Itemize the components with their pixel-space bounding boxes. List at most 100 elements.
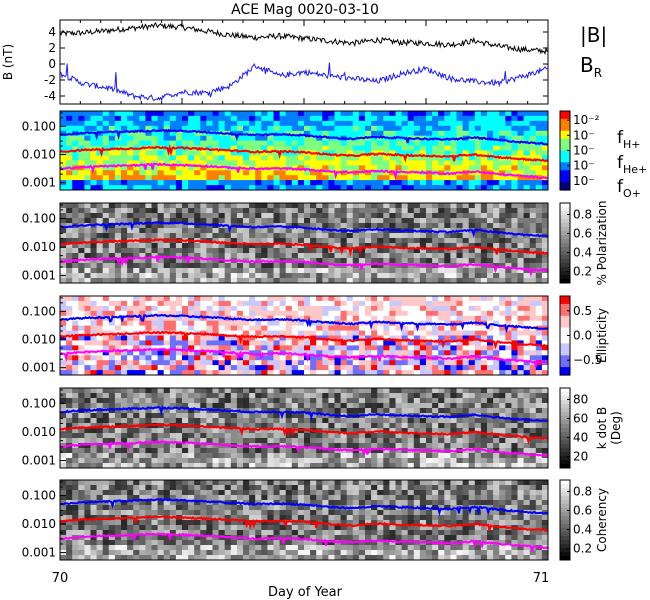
spectrogram-cell — [102, 360, 110, 366]
spectrogram-cell — [340, 398, 348, 404]
spectrogram-cell — [72, 428, 79, 434]
spectrogram-cell — [279, 268, 287, 274]
spectrogram-cell — [426, 135, 433, 141]
spectrogram-cell — [438, 185, 445, 191]
spectrogram-cell — [316, 315, 323, 322]
spectrogram-cell — [304, 238, 311, 244]
spectrogram-cell — [365, 218, 372, 224]
spectrogram-cell — [206, 325, 213, 331]
spectrogram-cell — [218, 388, 226, 394]
spectrogram-cell — [419, 233, 427, 239]
spectrogram-cell — [322, 115, 329, 122]
spectrogram-cell — [224, 310, 232, 317]
spectrogram-cell — [78, 278, 85, 284]
spectrogram-cell — [487, 145, 494, 151]
spectrogram-cell — [517, 300, 524, 307]
spectrogram-cell — [133, 115, 140, 122]
spectrogram-cell — [419, 155, 427, 161]
spectrogram-cell — [188, 203, 195, 209]
spectrogram-cell — [444, 310, 451, 317]
spectrogram-cell — [60, 155, 67, 161]
spectrogram-cell — [468, 208, 476, 214]
spectrogram-cell — [419, 345, 427, 351]
spectrogram-cell — [310, 170, 317, 176]
spectrogram-cell — [474, 175, 482, 181]
spectrogram-cell — [511, 315, 518, 322]
spectrogram-cell — [358, 335, 366, 341]
spectrogram-cell — [450, 111, 457, 117]
spectrogram-cell — [438, 145, 445, 151]
spectrogram-cell — [365, 263, 372, 269]
spectrogram-cell — [194, 325, 201, 331]
spectrogram-cell — [224, 335, 232, 341]
spectrogram-cell — [523, 355, 531, 361]
spectrogram-cell — [273, 120, 280, 127]
spectrogram-cell — [90, 115, 97, 122]
spectrogram-cell — [230, 418, 238, 424]
spectrogram-cell — [66, 296, 73, 302]
spectrogram-cell — [346, 438, 354, 444]
spectrogram-cell — [212, 208, 219, 214]
spectrogram-cell — [322, 253, 329, 259]
spectrogram-cell — [316, 403, 323, 409]
spectrogram-cell — [419, 340, 427, 346]
spectrogram-cell — [121, 120, 128, 127]
spectrogram-cell — [541, 111, 549, 117]
spectrogram-cell — [133, 213, 140, 219]
spectrogram-cell — [499, 165, 506, 171]
spectrogram-cell — [297, 238, 305, 244]
spectrogram-cell — [285, 360, 293, 366]
spectrogram-cell — [450, 433, 457, 439]
spectrogram-cell — [139, 360, 146, 366]
spectrogram-cell — [206, 335, 213, 341]
colorbar-segment — [560, 363, 570, 368]
spectrogram-cell — [432, 165, 439, 171]
spectrogram-cell — [505, 413, 512, 419]
colorbar-segment — [560, 235, 570, 240]
spectrogram-cell — [450, 208, 457, 214]
spectrogram-cell — [487, 111, 494, 117]
spectrogram-cell — [78, 175, 85, 181]
spectrogram-cell — [78, 140, 85, 146]
spectrogram-cell — [444, 115, 451, 122]
spectrogram-cell — [322, 300, 329, 307]
spectrogram-cell — [517, 403, 524, 409]
spectrogram-cell — [407, 223, 415, 229]
spectrogram-cell — [352, 340, 360, 346]
spectrogram-cell — [96, 360, 104, 366]
spectrogram-cell — [182, 175, 189, 181]
spectrogram-cell — [310, 350, 317, 356]
spectrogram-cell — [84, 365, 91, 371]
spectrogram-cell — [114, 175, 122, 181]
spectrogram-cell — [383, 150, 390, 156]
spectrogram-cell — [279, 408, 287, 414]
spectrogram-cell — [84, 150, 91, 156]
spectrogram-cell — [163, 310, 171, 317]
spectrogram-cell — [401, 350, 409, 356]
spectrogram-cell — [96, 125, 104, 132]
spectrogram-cell — [505, 233, 512, 239]
spectrogram-cell — [157, 243, 165, 249]
spectrogram-cell — [407, 273, 415, 279]
spectrogram-cell — [316, 228, 323, 234]
spectrogram-cell — [541, 145, 549, 151]
spectrogram-cell — [401, 278, 409, 284]
spectrogram-cell — [60, 433, 67, 439]
spectrogram-cell — [169, 403, 177, 409]
spectrogram-cell — [72, 393, 79, 399]
spectrogram-cell — [456, 175, 463, 181]
spectrogram-cell — [505, 335, 512, 341]
spectrogram-cell — [78, 125, 85, 132]
spectrogram-cell — [468, 243, 476, 249]
spectrogram-cell — [212, 305, 219, 312]
spectrogram-cell — [316, 208, 323, 214]
spectrogram-cell — [267, 393, 274, 399]
spectrogram-cell — [389, 140, 396, 146]
spectrogram-cell — [511, 208, 518, 214]
spectrogram-cell — [188, 388, 195, 394]
spectrogram-cell — [261, 243, 268, 249]
spectrogram-cell — [267, 305, 274, 312]
colorbar-segment — [560, 327, 570, 333]
spectrogram-cell — [188, 180, 195, 186]
spectrogram-cell — [529, 388, 537, 394]
